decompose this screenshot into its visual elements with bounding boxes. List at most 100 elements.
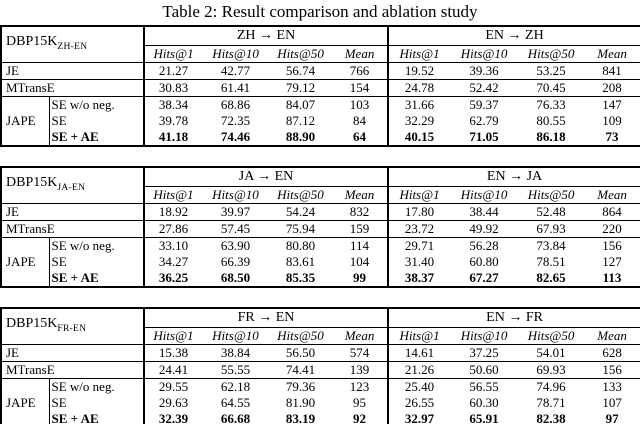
method-label: JE	[1, 203, 145, 221]
value-cell: 32.39	[158, 411, 189, 424]
value-cell: 50.60	[450, 361, 519, 379]
value-cell: 83.61	[285, 254, 316, 269]
value-cell: 86.18	[536, 129, 566, 144]
value-cell: 79.12	[269, 79, 333, 97]
method-label: SE + AE	[49, 129, 146, 146]
value-cell: 66.39	[220, 254, 251, 269]
value-cell: 159	[332, 220, 389, 238]
value-cell: 60.80	[469, 254, 499, 269]
metric-header: Hits@50	[518, 327, 585, 345]
value-cell: 109	[602, 113, 622, 128]
value-cell: 56.50	[269, 344, 332, 362]
value-cell: 78.71	[536, 395, 566, 410]
value-cell: 52.48	[518, 203, 585, 221]
value-cell: 147	[602, 97, 622, 112]
value-cell: 69.93	[518, 361, 585, 379]
value-cell: 15.38	[144, 344, 202, 362]
method-label: JE	[1, 344, 145, 362]
method-label: SE w/o neg.	[49, 378, 145, 395]
value-cell: 99	[353, 270, 366, 285]
value-cell: 32.97	[387, 411, 451, 424]
group-label-jape: JAPE	[1, 237, 50, 287]
value-cell: 39.36	[450, 62, 519, 80]
method-row: JAPE SE w/o neg. 33.10 63.90 80.80 114 29.71 56…	[1, 237, 640, 287]
value-cell: 27.86	[144, 220, 202, 238]
value-cell: 54.01	[518, 344, 585, 362]
method-row: MTransE 24.41 55.55 74.41 139 21.26 50.60 69.93…	[1, 361, 640, 379]
value-cell: 34.27	[158, 254, 189, 269]
method-row: JAPE SE w/o neg. 38.34 68.86 84.07 103 31.66 59…	[1, 96, 640, 146]
metric-header: Hits@50	[518, 186, 585, 204]
value-cell: 31.66	[387, 96, 451, 113]
value-cell: 766	[332, 62, 389, 80]
method-label: SE	[49, 395, 145, 411]
method-label: MTransE	[1, 79, 146, 97]
direction-header-right: EN → JA	[387, 167, 640, 187]
metric-header: Hits@10	[450, 45, 519, 63]
value-cell: 107	[602, 395, 622, 410]
metric-header: Hits@10	[450, 186, 519, 204]
metric-header: Hits@10	[450, 327, 519, 345]
value-cell: 156	[602, 238, 622, 253]
table-caption: Table 2: Result comparison and ablation …	[162, 2, 478, 21]
method-row: JE 21.27 42.77 56.74 766 19.52 39.36 53.25 841	[1, 62, 640, 80]
metric-header: Hits@10	[202, 186, 269, 204]
value-cell: 864	[584, 203, 640, 221]
value-cell: 92	[353, 411, 367, 424]
value-cell: 80.55	[536, 113, 566, 128]
value-cell: 30.83	[144, 79, 203, 97]
value-cell: 87.12	[285, 113, 316, 128]
value-cell: 68.50	[220, 270, 251, 285]
metric-header: Hits@50	[518, 45, 585, 63]
method-row: MTransE 27.86 57.45 75.94 159 23.72 49.92 67.93…	[1, 220, 640, 238]
value-cell: 80.80	[285, 238, 316, 253]
value-cell: 74.46	[220, 129, 251, 144]
value-cell: 73.84	[536, 238, 566, 253]
dataset-label: DBP15KFR-EN	[1, 308, 145, 345]
value-cell: 72.35	[220, 113, 251, 128]
value-cell: 19.52	[387, 62, 451, 80]
value-cell: 38.34	[158, 97, 189, 112]
value-cell: 628	[584, 344, 640, 362]
value-cell: 64.55	[220, 395, 251, 410]
value-cell: 57.45	[202, 220, 269, 238]
value-cell: 73	[605, 129, 619, 144]
value-cell: 55.55	[202, 361, 269, 379]
value-cell: 127	[602, 254, 622, 269]
value-cell: 39.97	[202, 203, 269, 221]
value-cell: 39.78	[158, 113, 189, 128]
value-cell: 24.78	[387, 79, 451, 97]
method-label: JE	[1, 62, 146, 80]
value-cell: 123	[349, 379, 370, 394]
value-cell: 208	[584, 79, 640, 97]
metric-header: Hits@1	[387, 186, 451, 204]
value-cell: 95	[353, 395, 367, 410]
value-cell: 63.90	[220, 238, 251, 253]
dataset-label: DBP15KZH-EN	[1, 26, 146, 63]
method-row: MTransE 30.83 61.41 79.12 154 24.78 52.42 70.45…	[1, 79, 640, 97]
value-cell: 85.35	[285, 270, 316, 285]
value-cell: 38.37	[387, 270, 451, 287]
value-cell: 49.92	[450, 220, 519, 238]
value-cell: 103	[349, 97, 370, 112]
value-cell: 62.79	[469, 113, 499, 128]
value-cell: 82.65	[536, 270, 566, 285]
value-cell: 41.18	[158, 129, 189, 144]
method-label: MTransE	[1, 220, 145, 238]
method-label: SE w/o neg.	[49, 96, 146, 113]
value-cell: 40.15	[387, 129, 451, 146]
value-cell: 53.25	[518, 62, 585, 80]
dataset-subscript: ZH-EN	[57, 41, 88, 52]
results-table-zh-en: DBP15KZH-EN ZH → EN EN → ZH Hits@1 Hits@1…	[0, 25, 640, 147]
direction-header-left: ZH → EN	[144, 26, 389, 46]
group-label-jape: JAPE	[1, 96, 50, 146]
value-cell: 71.05	[469, 129, 499, 144]
metric-header: Hits@50	[269, 186, 332, 204]
method-row: SE 39.78 72.35 87.12 84 32.29 62.79 80.55 109	[1, 113, 640, 129]
method-row: JAPE SE w/o neg. 29.55 62.18 79.36 123 25.40 56…	[1, 378, 640, 424]
value-cell: 114	[349, 238, 370, 253]
value-cell: 17.80	[387, 203, 451, 221]
value-cell: 60.30	[469, 395, 499, 410]
value-cell: 66.68	[220, 411, 251, 424]
results-table-ja-en: DBP15KJA-EN JA → EN EN → JA Hits@1 Hits@1…	[0, 166, 640, 288]
